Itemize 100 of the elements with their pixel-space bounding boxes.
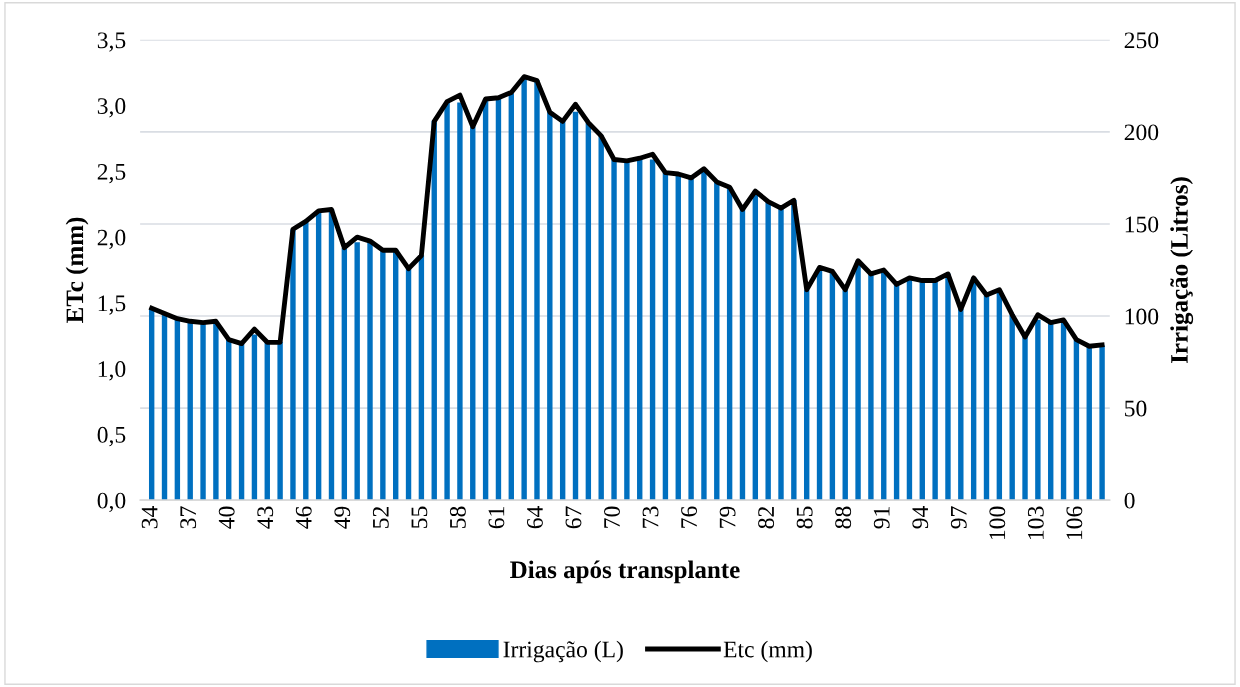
x-tick-label: 34	[141, 506, 158, 529]
bar	[251, 334, 258, 501]
bar	[958, 308, 964, 501]
x-tick-label: 76	[681, 506, 698, 528]
line-series	[149, 74, 1105, 349]
x-tick-label: 103	[1027, 506, 1044, 540]
legend-label: Irrigação (L)	[503, 640, 623, 663]
bar	[688, 177, 694, 501]
bar	[714, 181, 720, 501]
bar	[649, 159, 656, 501]
bar	[405, 268, 412, 501]
bar	[1099, 345, 1105, 501]
bar	[226, 339, 232, 501]
bar	[1009, 314, 1015, 501]
bar	[418, 255, 425, 501]
x-tick-label: 49	[334, 506, 351, 529]
bar	[547, 111, 553, 501]
bar	[1035, 319, 1041, 501]
y2-tick-label: 100	[1125, 308, 1159, 325]
bar	[367, 240, 373, 501]
bar	[354, 242, 360, 501]
bar	[662, 172, 669, 501]
bar	[919, 281, 925, 501]
bar	[457, 102, 463, 501]
y2-tick-label: 50	[1125, 400, 1147, 417]
bar	[482, 98, 489, 501]
y2-tick-label: 150	[1125, 216, 1159, 233]
bar	[572, 111, 579, 501]
x-tick-label: 91	[873, 507, 890, 529]
bar	[637, 157, 643, 501]
x-tick-label: 106	[1066, 506, 1083, 540]
x-tick-label: 64	[527, 506, 543, 529]
bar	[470, 126, 476, 501]
bar	[842, 290, 848, 501]
x-tick-label: 100	[989, 506, 1006, 540]
bar	[675, 174, 681, 501]
bar	[739, 209, 746, 501]
x-tick-label: 52	[372, 506, 389, 528]
y-axis-title: ETc (mm)	[65, 217, 89, 323]
bar	[1022, 336, 1028, 501]
bar	[148, 308, 155, 501]
bar	[213, 321, 219, 501]
bar	[303, 222, 309, 501]
y-tick-label: 0,0	[97, 492, 126, 512]
bar	[495, 98, 502, 501]
bar	[624, 161, 630, 501]
x-tick-label: 79	[719, 506, 736, 528]
x-tick-label: 82	[758, 506, 775, 529]
bar	[1086, 345, 1092, 501]
bar	[187, 321, 193, 501]
bar	[290, 229, 296, 501]
x-tick-label: 70	[604, 506, 620, 528]
bar	[328, 209, 335, 501]
y-tick-label: 3,0	[97, 98, 126, 118]
y-tick-label: 1,0	[98, 361, 126, 381]
x-tick-label: 94	[912, 506, 929, 529]
bar	[726, 187, 733, 501]
bar	[829, 271, 836, 501]
bar	[508, 93, 514, 501]
y2-tick-label: 250	[1124, 32, 1159, 49]
bar	[341, 247, 348, 501]
x-tick-label: 73	[642, 506, 659, 528]
bar	[161, 314, 168, 501]
y-tick-label: 0,5	[97, 426, 126, 447]
bar	[804, 290, 810, 501]
x-tick-label: 88	[835, 506, 852, 529]
y2-tick-label: 0	[1124, 492, 1135, 509]
legend-label: Etc (mm)	[723, 640, 812, 663]
bar	[1073, 339, 1080, 501]
y-tick-label: 2,5	[97, 163, 126, 184]
bar	[444, 102, 450, 501]
bar	[816, 268, 823, 501]
bar	[983, 295, 990, 501]
bar	[534, 80, 540, 501]
bar	[559, 120, 566, 501]
bar	[200, 323, 206, 501]
x-tick-label: 37	[180, 506, 197, 529]
y-tick-label: 1,5	[98, 295, 126, 315]
x-axis-title: Dias após transplante	[510, 560, 740, 584]
bar	[932, 281, 938, 501]
x-tick-label: 61	[488, 507, 505, 529]
x-tick-label: 46	[295, 506, 312, 529]
bar	[868, 273, 874, 501]
bar	[598, 135, 604, 501]
x-tick-label: 43	[257, 506, 274, 529]
bar	[1048, 323, 1054, 501]
bar	[238, 343, 245, 501]
y2-axis-title: Irrigação (Litros)	[1170, 177, 1194, 363]
y-tick-label: 3,5	[97, 32, 126, 52]
x-tick-label: 40	[218, 506, 235, 529]
y-tick-label: 2,0	[97, 229, 126, 249]
x-tick-label: 97	[950, 506, 967, 529]
bar	[315, 211, 322, 501]
bar	[611, 159, 617, 501]
bar	[264, 341, 270, 501]
x-tick-label: 85	[796, 506, 813, 529]
bar	[380, 249, 386, 501]
y2-tick-label: 200	[1124, 124, 1159, 141]
x-tick-label: 55	[411, 506, 428, 528]
bar	[996, 290, 1003, 501]
